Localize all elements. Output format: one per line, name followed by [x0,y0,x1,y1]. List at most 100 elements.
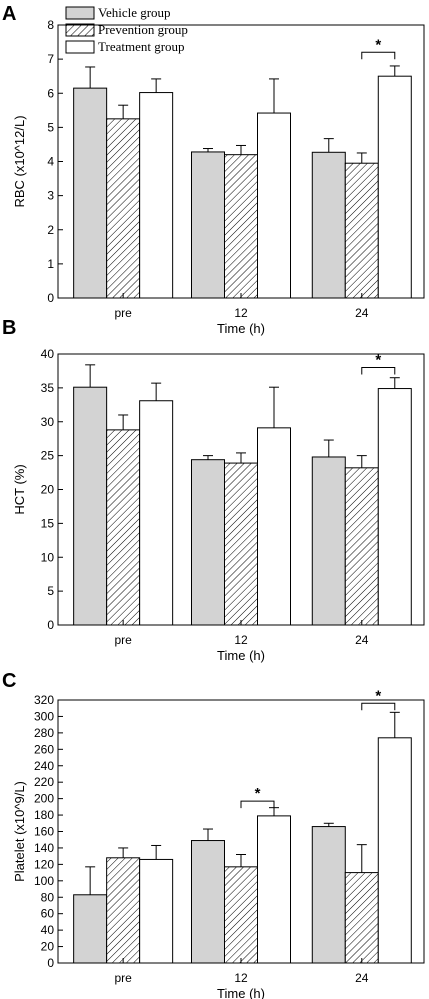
error-bar-b-treatment-12 [269,386,279,428]
y-tick-label-b-15: 15 [41,516,55,530]
y-tick-label-a-6: 6 [47,86,54,100]
error-bar-a-prevention-24 [356,152,367,164]
x-tick-label-b-24: 24 [355,633,369,647]
significance-bracket-b-24: * [361,352,396,375]
y-tick-label-b-20: 20 [41,483,55,497]
bar-a-vehicle-pre [73,87,108,299]
y-tick-label-c-40: 40 [41,923,55,937]
x-tick-label-c-24: 24 [355,971,369,985]
bar-b-vehicle-12 [191,459,225,626]
x-tick-label-c-12: 12 [234,971,248,985]
bar-a-treatment-12 [257,112,291,299]
error-bar-a-vehicle-12 [203,148,213,152]
legend-swatch-prevention [65,23,95,37]
error-bar-c-prevention-pre [118,847,129,858]
x-tick-label-a-24: 24 [355,306,369,320]
bar-b-treatment-12 [257,427,291,626]
y-tick-label-a-3: 3 [47,189,54,203]
error-bar-a-treatment-12 [269,78,279,114]
error-bar-b-vehicle-24 [323,439,334,457]
y-tick-label-b-35: 35 [41,381,55,395]
y-tick-label-c-240: 240 [34,759,54,773]
error-bar-a-treatment-24 [389,65,400,77]
x-axis-label-c: Time (h) [217,986,265,999]
x-tick-label-b-pre: pre [114,633,132,647]
y-tick-label-c-220: 220 [34,775,54,789]
y-tick-label-c-60: 60 [41,907,55,921]
error-bar-a-vehicle-24 [323,138,334,153]
significance-star-c-12: * [255,785,261,802]
error-bar-b-treatment-pre [151,382,162,401]
y-tick-label-c-0: 0 [47,956,54,970]
error-bar-c-vehicle-pre [85,866,96,895]
legend-swatch-vehicle [65,6,95,20]
error-bar-b-prevention-24 [356,455,367,468]
y-tick-label-b-0: 0 [47,618,54,632]
error-bar-c-treatment-24 [389,711,400,738]
bar-c-vehicle-24 [311,826,346,964]
legend: Vehicle group Prevention group Treatment… [65,5,188,54]
y-tick-label-a-0: 0 [47,291,54,305]
x-axis-label-b: Time (h) [217,648,265,663]
panel-letter-b: B [2,317,16,339]
y-tick-label-b-30: 30 [41,415,55,429]
significance-bracket-c-12: * [240,785,275,809]
bar-c-prevention-12 [224,866,258,964]
bar-b-prevention-24 [344,467,379,626]
panel-letter-a: A [2,3,16,25]
chart-panel-b: B HCT (%) Time (h) 0 5 10 15 20 25 30 35 40 pre 12… [2,317,425,663]
bar-a-prevention-24 [344,162,379,299]
bar-a-prevention-pre [106,118,141,299]
error-bar-c-vehicle-12 [203,828,213,841]
significance-star-c-24: * [375,687,381,704]
y-tick-label-c-260: 260 [34,742,54,756]
y-tick-label-c-160: 160 [34,825,54,839]
bar-c-vehicle-pre [73,894,108,964]
bar-c-vehicle-12 [191,840,225,964]
y-tick-label-c-80: 80 [41,890,55,904]
error-bar-a-vehicle-pre [85,66,96,89]
y-tick-label-a-5: 5 [47,120,54,134]
bar-c-treatment-pre [139,858,174,964]
significance-star-a-24: * [375,36,381,53]
y-tick-label-a-8: 8 [47,18,54,32]
x-tick-label-c-pre: pre [114,971,132,985]
bar-a-vehicle-12 [191,151,225,299]
legend-label-vehicle: Vehicle group [98,5,171,20]
bar-c-prevention-24 [344,872,379,964]
y-tick-label-a-2: 2 [47,223,54,237]
y-tick-label-c-20: 20 [41,940,55,954]
y-axis-label-c: Platelet (x10^9/L) [12,781,27,882]
error-bar-c-vehicle-24 [323,822,334,827]
error-bar-b-vehicle-pre [85,364,96,388]
error-bar-b-prevention-12 [236,452,246,464]
bar-b-prevention-12 [224,462,258,626]
y-tick-label-a-7: 7 [47,52,54,66]
bar-b-prevention-pre [106,429,141,626]
y-tick-label-a-1: 1 [47,257,54,271]
y-axis-label-b: HCT (%) [12,464,27,514]
x-tick-label-b-12: 12 [234,633,248,647]
x-axis-label-a: Time (h) [217,321,265,336]
error-bar-c-prevention-12 [236,854,246,867]
error-bar-a-treatment-pre [151,78,162,93]
y-tick-label-b-5: 5 [47,584,54,598]
significance-star-b-24: * [375,352,381,369]
bar-c-prevention-pre [106,857,141,964]
bar-a-vehicle-24 [311,151,346,299]
legend-label-treatment: Treatment group [98,39,185,54]
y-tick-label-b-25: 25 [41,449,55,463]
x-tick-label-a-12: 12 [234,306,248,320]
legend-label-prevention: Prevention group [98,22,188,37]
significance-bracket-a-24: * [361,36,396,60]
x-tick-label-a-pre: pre [114,306,132,320]
bar-c-treatment-12 [257,815,291,964]
significance-bracket-c-24: * [361,687,396,711]
y-tick-label-b-10: 10 [41,550,55,564]
y-axis-label-a: RBC (x10^12/L) [12,115,27,207]
error-bar-a-prevention-12 [236,144,246,155]
error-bar-c-prevention-24 [356,844,367,873]
error-bar-b-treatment-24 [389,377,400,389]
error-bar-b-prevention-pre [118,414,129,430]
